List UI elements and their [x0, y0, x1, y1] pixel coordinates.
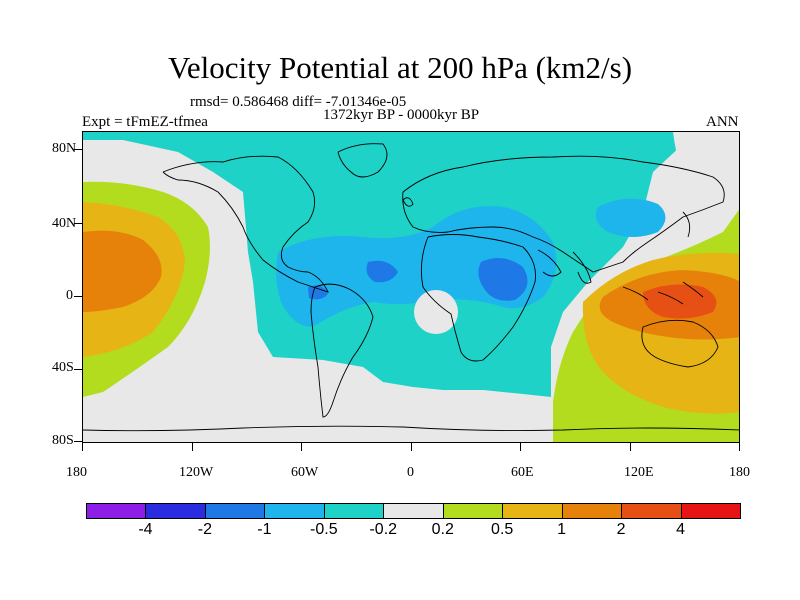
x-tick-label: 180: [729, 465, 750, 480]
y-tick-label: 40N: [52, 216, 77, 231]
colorbar-swatch: [204, 503, 265, 519]
colorbar-label: 2: [616, 521, 626, 538]
colorbar-label: -0.2: [369, 521, 398, 538]
x-tick-label: 60E: [511, 465, 534, 480]
colorbar-label: -2: [197, 521, 213, 538]
field-map: [83, 132, 739, 442]
colorbar-swatch: [680, 503, 741, 519]
period-text: 1372kyr BP - 0000kyr BP: [323, 107, 480, 123]
positive-band-west-darkorange: [83, 230, 162, 312]
colorbar-swatch: [264, 503, 324, 519]
y-tick-label: 80N: [52, 141, 77, 156]
colorbar-swatch: [323, 503, 384, 519]
stats-text: rmsd= 0.586468 diff= -7.01346e-05: [190, 94, 407, 110]
y-tick-label: 40S: [52, 360, 74, 375]
x-tick-label: 120W: [179, 465, 214, 480]
colorbar-label: 1: [557, 521, 567, 538]
experiment-label: Expt = tFmEZ-tfmea: [82, 114, 208, 130]
colorbar-swatch: [145, 503, 205, 519]
map-title: Velocity Potential at 200 hPa (km2/s): [167, 50, 633, 85]
season-label: ANN: [706, 114, 739, 130]
map-panel: [82, 131, 740, 443]
colorbar-swatch: [383, 503, 443, 519]
x-tick-label: 180: [66, 465, 87, 480]
colorbar-swatch: [86, 503, 146, 519]
colorbar-label: 4: [676, 521, 685, 538]
coastlines: [83, 143, 739, 432]
colorbar-label: 0.2: [431, 521, 454, 538]
negative-band-blue: [478, 258, 528, 301]
neutral-patch-atlantic: [414, 290, 458, 334]
y-tick-label: 80S: [52, 433, 74, 448]
negative-band-lightblue: [276, 206, 557, 327]
colorbar-label: -0.5: [310, 521, 338, 538]
colorbar-swatch: [561, 503, 622, 519]
colorbar-swatch: [621, 503, 681, 519]
y-tick-label: 0: [66, 288, 73, 303]
colorbar-label: 0.5: [491, 521, 514, 538]
colorbar-label: -4: [138, 521, 153, 538]
x-tick-label: 0: [407, 465, 414, 480]
x-tick-label: 120E: [624, 465, 654, 480]
colorbar-swatch: [442, 503, 503, 519]
colorbar-label: -1: [257, 521, 272, 538]
x-tick-label: 60W: [291, 465, 319, 480]
colorbar-swatch: [502, 503, 562, 519]
